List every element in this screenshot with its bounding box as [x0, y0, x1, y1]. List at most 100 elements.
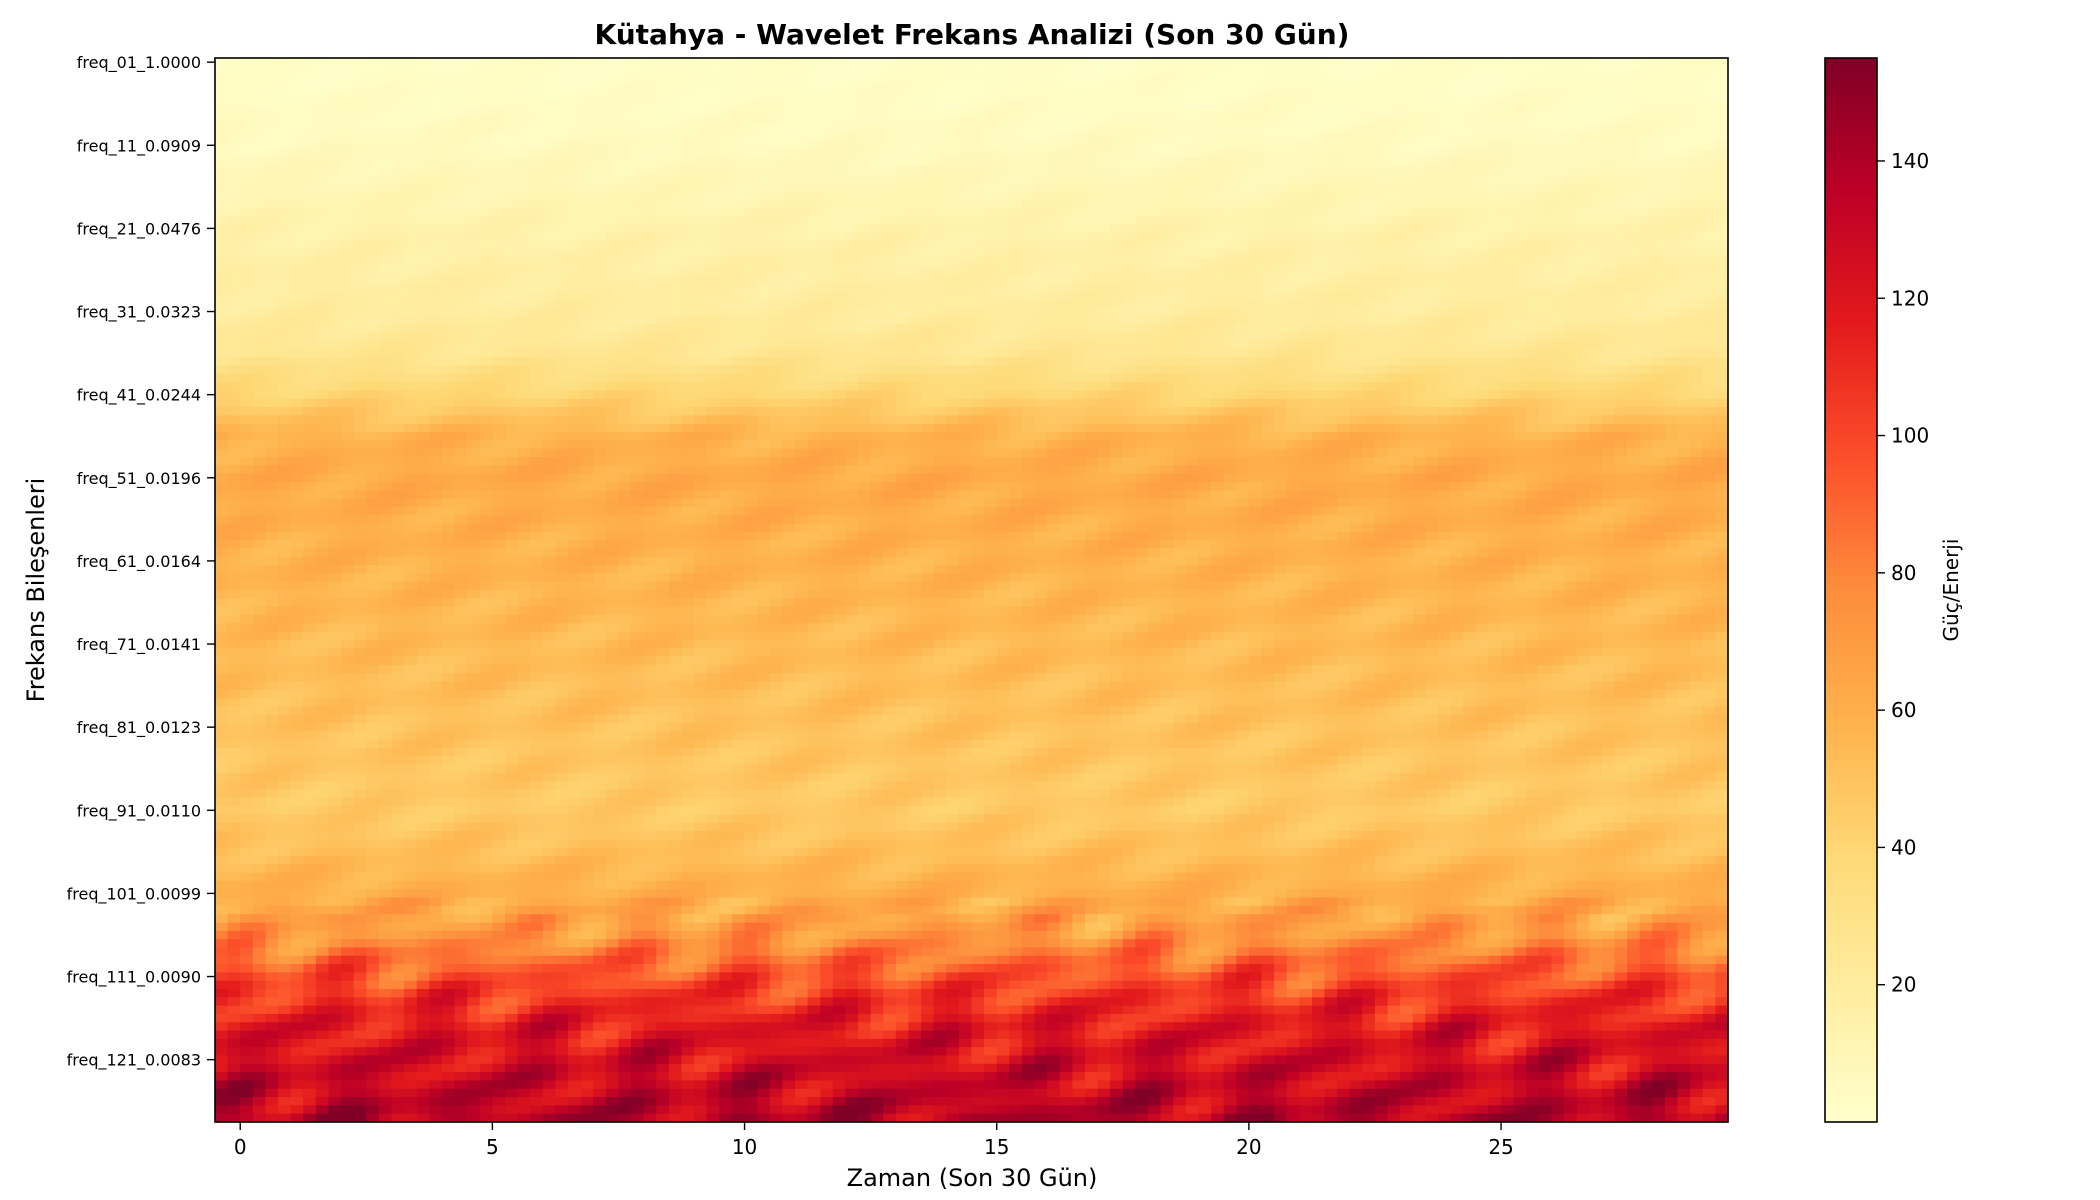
heatmap-cell: [870, 99, 884, 109]
heatmap-cell: [1362, 66, 1376, 76]
heatmap-cell: [1059, 232, 1073, 242]
heatmap-cell: [858, 58, 872, 67]
heatmap-cell: [1463, 332, 1477, 342]
heatmap-cell: [441, 166, 456, 175]
heatmap-cell: [1349, 274, 1363, 284]
heatmap-plot: [214, 57, 1729, 1123]
heatmap-cell: [580, 116, 594, 126]
heatmap-cell: [1097, 249, 1111, 259]
heatmap-cell: [315, 124, 330, 134]
heatmap-cell: [1488, 373, 1502, 383]
heatmap-cell: [656, 116, 670, 126]
heatmap-cell: [1324, 141, 1338, 151]
heatmap-cell: [479, 207, 493, 217]
heatmap-cell: [1286, 215, 1300, 225]
heatmap-cell: [1400, 91, 1414, 101]
heatmap-cell: [921, 174, 935, 184]
heatmap-cell: [1564, 315, 1578, 325]
heatmap-cell: [820, 191, 834, 200]
heatmap-cell: [858, 149, 872, 159]
heatmap-cell: [845, 166, 859, 175]
heatmap-cell: [1059, 66, 1073, 76]
heatmap-cell: [568, 149, 582, 159]
heatmap-cell: [908, 232, 922, 242]
heatmap-cell: [1463, 215, 1477, 225]
heatmap-cell: [996, 99, 1010, 109]
heatmap-cell: [996, 82, 1010, 92]
heatmap-cell: [921, 299, 935, 308]
heatmap-cell: [618, 274, 632, 284]
heatmap-cell: [378, 224, 393, 234]
heatmap-cell: [1047, 382, 1061, 392]
heatmap-cell: [1286, 224, 1300, 234]
heatmap-cell: [1324, 99, 1338, 109]
heatmap-cell: [227, 357, 241, 367]
heatmap-cell: [555, 58, 569, 67]
heatmap-cell: [454, 274, 468, 284]
heatmap-cell: [946, 274, 960, 284]
heatmap-cell: [883, 58, 897, 67]
heatmap-cell: [227, 199, 241, 209]
heatmap-cell: [1475, 149, 1490, 159]
heatmap-cell: [1261, 149, 1275, 159]
heatmap-cell: [1274, 124, 1288, 134]
heatmap-cell: [933, 307, 947, 317]
heatmap-cell: [643, 390, 657, 400]
heatmap-cell: [1690, 191, 1704, 200]
heatmap-cell: [492, 99, 506, 109]
heatmap-cell: [845, 249, 859, 259]
heatmap-cell: [605, 215, 620, 225]
heatmap-cell: [227, 174, 241, 184]
heatmap-cell: [1148, 107, 1162, 117]
heatmap-cell: [996, 174, 1010, 184]
heatmap-cell: [1412, 340, 1426, 350]
heatmap-cell: [504, 58, 519, 67]
heatmap-cell: [416, 373, 430, 383]
heatmap-cell: [240, 282, 254, 292]
heatmap-cell: [1677, 265, 1691, 275]
heatmap-cell: [1261, 174, 1275, 184]
heatmap-cell: [1463, 315, 1477, 325]
heatmap-cell: [1248, 124, 1263, 134]
heatmap-cell: [782, 382, 796, 392]
heatmap-cell: [1664, 257, 1679, 267]
heatmap-cell: [933, 141, 947, 151]
heatmap-cell: [366, 324, 380, 333]
heatmap-cell: [1337, 274, 1351, 284]
heatmap-cell: [996, 249, 1010, 259]
heatmap-cell: [908, 390, 922, 400]
heatmap-cell: [240, 398, 254, 408]
heatmap-cell: [1299, 307, 1313, 317]
heatmap-cell: [1135, 66, 1149, 76]
heatmap-cell: [429, 199, 443, 209]
heatmap-cell: [1425, 249, 1439, 259]
heatmap-cell: [908, 290, 922, 300]
heatmap-cell: [1299, 299, 1313, 308]
heatmap-cell: [1248, 149, 1263, 159]
heatmap-cell: [1438, 249, 1452, 259]
heatmap-cell: [441, 357, 456, 367]
heatmap-cell: [378, 232, 393, 242]
heatmap-cell: [404, 116, 418, 126]
heatmap-cell: [1034, 141, 1048, 151]
heatmap-cell: [757, 324, 771, 333]
heatmap-cell: [984, 332, 998, 342]
heatmap-cell: [1702, 124, 1716, 134]
heatmap-cell: [416, 232, 430, 242]
heatmap-cell: [1664, 66, 1679, 76]
heatmap-cell: [1715, 348, 1729, 358]
heatmap-cell: [1072, 315, 1086, 325]
heatmap-cell: [1173, 282, 1187, 292]
heatmap-cell: [467, 74, 481, 84]
heatmap-cell: [1513, 207, 1527, 217]
heatmap-cell: [492, 324, 506, 333]
heatmap-cell: [782, 257, 796, 267]
heatmap-cell: [1286, 82, 1300, 92]
heatmap-cell: [1652, 191, 1666, 200]
heatmap-cell: [441, 340, 456, 350]
heatmap-cell: [921, 274, 935, 284]
heatmap-cell: [1400, 215, 1414, 225]
heatmap-cell: [517, 365, 531, 375]
heatmap-cell: [416, 307, 430, 317]
heatmap-cell: [1374, 132, 1389, 142]
